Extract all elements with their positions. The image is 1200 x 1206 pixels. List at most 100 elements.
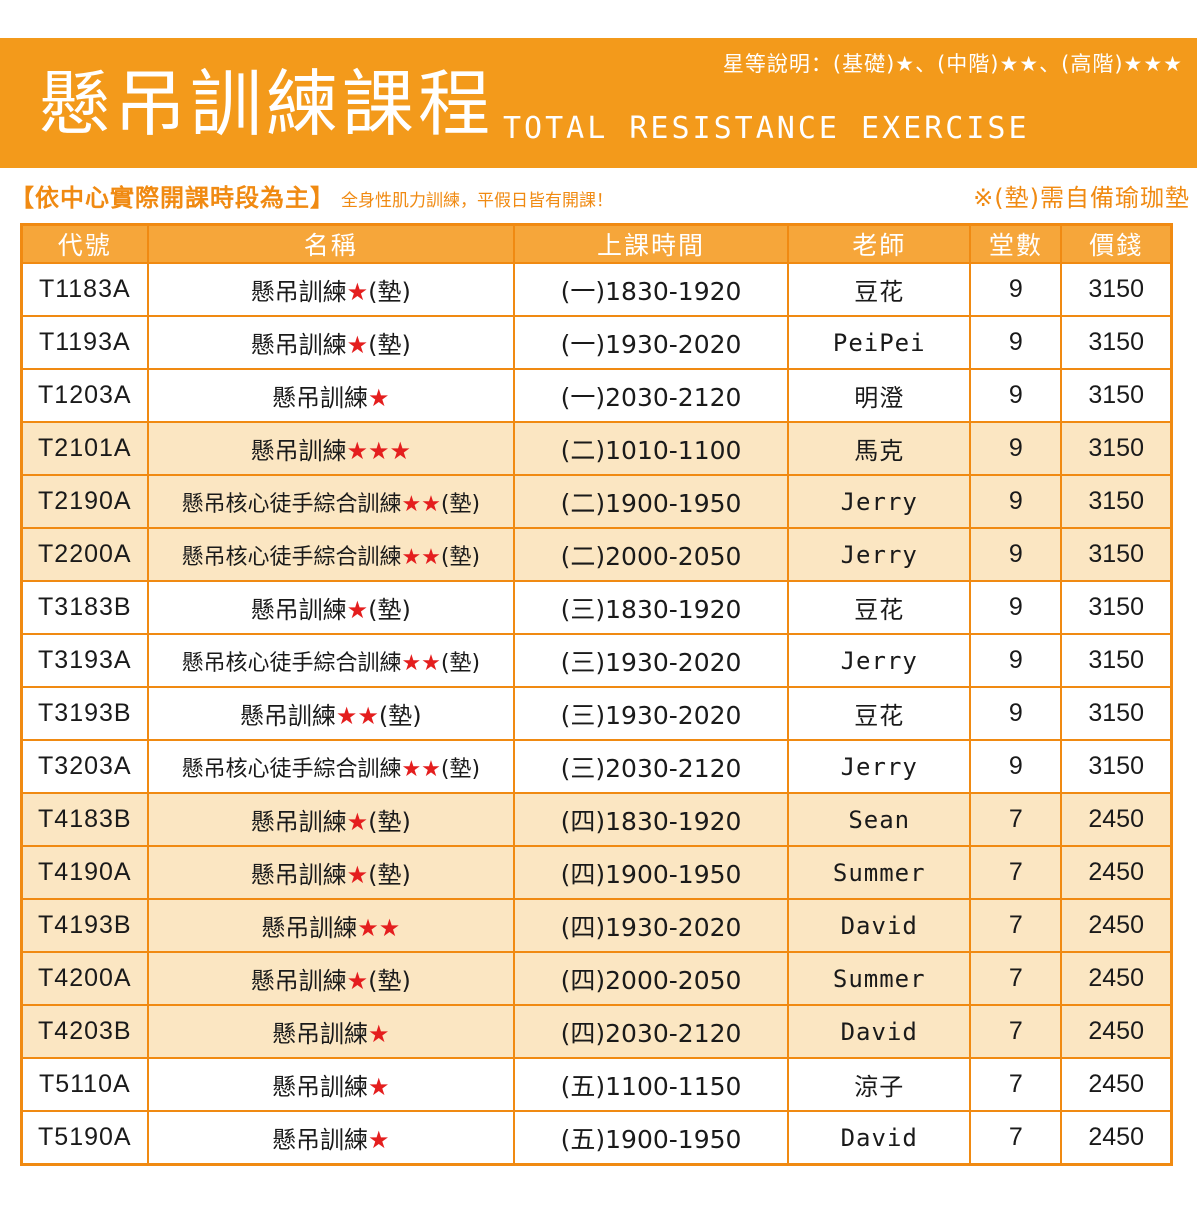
course-name-cell: 懸吊訓練★★ bbox=[146, 898, 515, 953]
teacher-cell: 涼子 bbox=[787, 1057, 972, 1112]
price-cell: 2450 bbox=[1060, 898, 1173, 953]
price-cell: 2450 bbox=[1060, 1110, 1173, 1166]
table-row: T3193A 懸吊核心徒手綜合訓練★★(墊) (三)1930-2020 Jerry 9 3… bbox=[20, 633, 1173, 688]
course-name-text: 懸吊訓練 bbox=[250, 808, 347, 836]
sessions-cell: 7 bbox=[969, 1110, 1063, 1166]
sessions-cell: 7 bbox=[969, 792, 1063, 847]
course-name-cell: 懸吊訓練★(墊) bbox=[146, 262, 515, 317]
course-name-text: 懸吊核心徒手綜合訓練 bbox=[181, 544, 402, 570]
class-time-cell: (四)1900-1950 bbox=[512, 845, 790, 900]
mat-required-label: (墊) bbox=[368, 596, 411, 624]
column-header-code: 代號 bbox=[20, 223, 149, 264]
course-name-cell: 懸吊訓練★ bbox=[146, 1057, 515, 1112]
course-code-cell: T5110A bbox=[20, 1057, 149, 1112]
mat-required-label: (墊) bbox=[368, 967, 411, 995]
course-name-cell: 懸吊訓練★(墊) bbox=[146, 951, 515, 1006]
price-cell: 3150 bbox=[1060, 527, 1173, 582]
class-time-cell: (五)1900-1950 bbox=[512, 1110, 790, 1166]
course-name-text: 懸吊訓練 bbox=[250, 596, 347, 624]
table-row: T3203A 懸吊核心徒手綜合訓練★★(墊) (三)2030-2120 Jerry 9 3… bbox=[20, 739, 1173, 794]
course-name-cell: 懸吊訓練★★(墊) bbox=[146, 686, 515, 741]
table-row: T4203B 懸吊訓練★ (四)2030-2120 David 7 2450 bbox=[20, 1004, 1173, 1059]
sessions-cell: 9 bbox=[969, 527, 1063, 582]
course-name-text: 懸吊核心徒手綜合訓練 bbox=[181, 650, 402, 676]
star-legend: 星等說明：(基礎)★、(中階)★★、(高階)★★★ bbox=[722, 52, 1183, 76]
star-rating-icon: ★ bbox=[368, 1020, 390, 1048]
column-header-time: 上課時間 bbox=[512, 223, 790, 264]
schedule-notice-main: 【依中心實際開課時段為主】 bbox=[10, 184, 335, 212]
course-name-text: 懸吊核心徒手綜合訓練 bbox=[181, 756, 402, 782]
price-cell: 2450 bbox=[1060, 1004, 1173, 1059]
price-cell: 3150 bbox=[1060, 421, 1173, 476]
course-name-text: 懸吊訓練 bbox=[272, 1020, 368, 1048]
course-name-text: 懸吊訓練 bbox=[250, 278, 347, 306]
class-time-cell: (四)2030-2120 bbox=[512, 1004, 790, 1059]
sessions-cell: 9 bbox=[969, 368, 1063, 423]
course-code-cell: T4183B bbox=[20, 792, 149, 847]
teacher-cell: 豆花 bbox=[787, 686, 972, 741]
sessions-cell: 9 bbox=[969, 262, 1063, 317]
table-row: T4193B 懸吊訓練★★ (四)1930-2020 David 7 2450 bbox=[20, 898, 1173, 953]
course-code-cell: T3193A bbox=[20, 633, 149, 688]
star-rating-icon: ★ bbox=[346, 278, 369, 306]
star-rating-icon: ★ bbox=[346, 808, 369, 836]
course-name-cell: 懸吊訓練★★★ bbox=[146, 421, 515, 476]
table-row: T3193B 懸吊訓練★★(墊) (三)1930-2020 豆花 9 3150 bbox=[20, 686, 1173, 741]
teacher-cell: David bbox=[787, 1110, 972, 1166]
mat-required-label: (墊) bbox=[368, 808, 411, 836]
table-row: T4200A 懸吊訓練★(墊) (四)2000-2050 Summer 7 2450 bbox=[20, 951, 1173, 1006]
class-time-cell: (三)1830-1920 bbox=[512, 580, 790, 635]
star-rating-icon: ★ bbox=[368, 1126, 390, 1154]
course-name-text: 懸吊訓練 bbox=[250, 331, 347, 359]
mat-required-label: (墊) bbox=[368, 861, 411, 889]
class-time-cell: (二)2000-2050 bbox=[512, 527, 790, 582]
table-row: T5110A 懸吊訓練★ (五)1100-1150 涼子 7 2450 bbox=[20, 1057, 1173, 1112]
info-bar: 【依中心實際開課時段為主】 全身性肌力訓練，平假日皆有開課！ ※(墊)需自備瑜珈墊 bbox=[10, 176, 1190, 212]
course-name-text: 懸吊訓練 bbox=[250, 437, 347, 465]
price-cell: 3150 bbox=[1060, 474, 1173, 529]
teacher-cell: 豆花 bbox=[787, 262, 972, 317]
course-code-cell: T4203B bbox=[20, 1004, 149, 1059]
course-name-text: 懸吊訓練 bbox=[272, 384, 368, 412]
price-cell: 3150 bbox=[1060, 262, 1173, 317]
class-time-cell: (一)1930-2020 bbox=[512, 315, 790, 370]
star-rating-icon: ★★ bbox=[401, 756, 441, 782]
teacher-cell: David bbox=[787, 1004, 972, 1059]
sessions-cell: 9 bbox=[969, 474, 1063, 529]
mat-required-label: (墊) bbox=[378, 702, 422, 730]
course-name-text: 懸吊訓練 bbox=[272, 1126, 368, 1154]
course-name-text: 懸吊訓練 bbox=[250, 861, 347, 889]
class-time-cell: (四)1930-2020 bbox=[512, 898, 790, 953]
course-name-cell: 懸吊訓練★ bbox=[146, 368, 515, 423]
course-code-cell: T1203A bbox=[20, 368, 149, 423]
class-time-cell: (四)1830-1920 bbox=[512, 792, 790, 847]
price-cell: 2450 bbox=[1060, 792, 1173, 847]
star-rating-icon: ★★ bbox=[401, 544, 441, 570]
price-cell: 3150 bbox=[1060, 368, 1173, 423]
column-header-teacher: 老師 bbox=[787, 223, 972, 264]
mat-required-label: (墊) bbox=[440, 756, 481, 782]
table-row: T1183A 懸吊訓練★(墊) (一)1830-1920 豆花 9 3150 bbox=[20, 262, 1173, 317]
price-cell: 3150 bbox=[1060, 315, 1173, 370]
sessions-cell: 9 bbox=[969, 686, 1063, 741]
price-cell: 3150 bbox=[1060, 686, 1173, 741]
class-time-cell: (一)1830-1920 bbox=[512, 262, 790, 317]
course-code-cell: T3193B bbox=[20, 686, 149, 741]
sessions-cell: 9 bbox=[969, 739, 1063, 794]
sessions-cell: 9 bbox=[969, 315, 1063, 370]
star-rating-icon: ★★ bbox=[335, 702, 379, 730]
price-cell: 3150 bbox=[1060, 633, 1173, 688]
course-code-cell: T1183A bbox=[20, 262, 149, 317]
star-rating-icon: ★★★ bbox=[346, 437, 412, 465]
teacher-cell: Sean bbox=[787, 792, 972, 847]
sessions-cell: 7 bbox=[969, 1057, 1063, 1112]
teacher-cell: Jerry bbox=[787, 527, 972, 582]
class-time-cell: (三)2030-2120 bbox=[512, 739, 790, 794]
page-subtitle-english: TOTAL RESISTANCE EXERCISE bbox=[503, 111, 1030, 146]
table-row: T4190A 懸吊訓練★(墊) (四)1900-1950 Summer 7 2450 bbox=[20, 845, 1173, 900]
course-name-cell: 懸吊核心徒手綜合訓練★★(墊) bbox=[146, 739, 515, 794]
class-time-cell: (五)1100-1150 bbox=[512, 1057, 790, 1112]
course-code-cell: T2200A bbox=[20, 527, 149, 582]
table-row: T2200A 懸吊核心徒手綜合訓練★★(墊) (二)2000-2050 Jerry 9 3… bbox=[20, 527, 1173, 582]
column-header-price: 價錢 bbox=[1060, 223, 1173, 264]
